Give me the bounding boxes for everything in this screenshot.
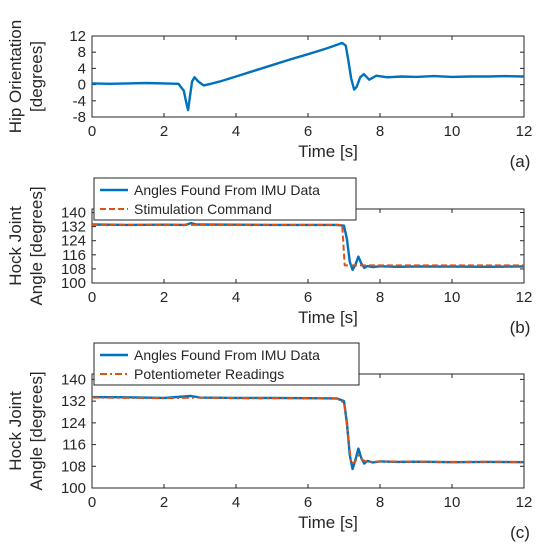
y-tick-label: 140 xyxy=(61,205,86,222)
panel-label: (c) xyxy=(510,523,530,542)
legend-label: Angles Found From IMU Data xyxy=(134,347,320,363)
legend-label: Angles Found From IMU Data xyxy=(134,182,320,198)
panel-label: (a) xyxy=(510,152,531,171)
x-tick-label: 12 xyxy=(516,289,533,306)
y-tick-label: 0 xyxy=(78,77,86,94)
x-tick-label: 4 xyxy=(232,289,240,306)
y-tick-label: 100 xyxy=(61,275,86,292)
x-tick-label: 4 xyxy=(232,494,240,511)
y-tick-label: -4 xyxy=(73,93,86,110)
x-tick-label: 6 xyxy=(304,123,312,140)
y-tick-label: 100 xyxy=(61,480,86,497)
x-tick-label: 2 xyxy=(160,289,168,306)
y-axis-label: Angle [degrees] xyxy=(27,186,46,305)
legend-box xyxy=(93,177,357,221)
x-tick-label: 6 xyxy=(304,289,312,306)
y-tick-label: 116 xyxy=(62,437,86,454)
x-axis-label: Time [s] xyxy=(298,308,358,327)
x-axis-label: Time [s] xyxy=(298,513,358,532)
x-tick-label: 8 xyxy=(376,289,384,306)
y-tick-label: 124 xyxy=(61,233,86,250)
x-tick-label: 12 xyxy=(516,494,533,511)
legend-box xyxy=(93,342,360,386)
y-tick-label: 4 xyxy=(78,60,86,77)
x-tick-label: 6 xyxy=(304,494,312,511)
axes-box xyxy=(91,373,525,489)
y-axis-label: [degrees] xyxy=(27,41,46,112)
y-axis-label: Angle [degrees] xyxy=(27,371,46,490)
y-tick-label: 12 xyxy=(69,28,86,45)
y-tick-label: 132 xyxy=(61,219,86,236)
y-tick-label: 108 xyxy=(61,261,86,278)
x-tick-label: 10 xyxy=(444,494,461,511)
x-tick-label: 0 xyxy=(88,123,96,140)
legend-label: Stimulation Command xyxy=(134,201,272,217)
legend-label: Potentiometer Readings xyxy=(134,366,284,382)
y-tick-label: -8 xyxy=(73,109,86,126)
x-tick-label: 10 xyxy=(444,123,461,140)
x-tick-label: 4 xyxy=(232,123,240,140)
legend: Angles Found From IMU Data Potentiometer … xyxy=(93,342,360,386)
chart-panel-3: 0 2 4 6 8 10 12 100 108 116 124 132 140 Angles Found … xyxy=(6,342,533,542)
legend: Angles Found From IMU Data Stimulation Co… xyxy=(93,177,357,221)
series-line-2 xyxy=(91,396,525,465)
x-tick-label: 2 xyxy=(160,123,168,140)
x-tick-label: 0 xyxy=(88,494,96,511)
x-tick-label: 8 xyxy=(376,123,384,140)
y-axis-label: Hock Joint xyxy=(6,206,25,286)
series-line-1 xyxy=(91,394,525,471)
x-tick-label: 12 xyxy=(516,123,533,140)
y-tick-label: 140 xyxy=(61,371,86,388)
y-tick-label: 108 xyxy=(61,458,86,475)
y-axis-label: Hip Orientation xyxy=(6,20,25,133)
x-tick-label: 2 xyxy=(160,494,168,511)
y-axis-label: Hock Joint xyxy=(6,391,25,471)
y-tick-label: 116 xyxy=(62,247,86,264)
x-tick-label: 0 xyxy=(88,289,96,306)
series-line-1 xyxy=(91,41,525,112)
series-line-1 xyxy=(91,221,525,271)
series-line-2 xyxy=(92,223,524,267)
y-tick-label: 8 xyxy=(78,44,86,61)
x-tick-label: 10 xyxy=(444,289,461,306)
y-tick-label: 132 xyxy=(61,393,86,410)
x-tick-label: 8 xyxy=(376,494,384,511)
y-tick-label: 124 xyxy=(61,415,86,432)
panel-label: (b) xyxy=(510,318,531,337)
x-axis-label: Time [s] xyxy=(298,142,358,161)
